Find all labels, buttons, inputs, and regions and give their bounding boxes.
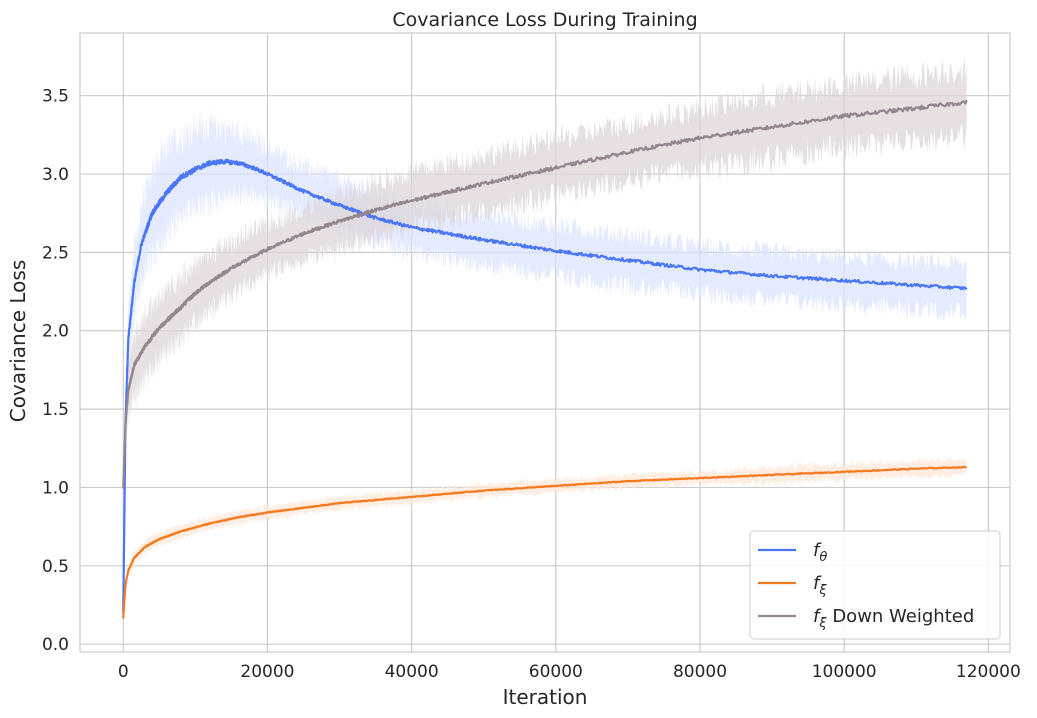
line-series-2 [122, 99, 968, 489]
legend-subscript-1: ξ [818, 583, 827, 598]
y-tick-label: 2.0 [42, 322, 69, 342]
x-tick-label: 0 [118, 662, 129, 682]
confidence-bands [123, 55, 967, 620]
legend-subscript-2: ξ [818, 616, 827, 631]
line-series-1 [122, 465, 967, 619]
x-tick-label: 60000 [529, 662, 583, 682]
x-tick-label: 20000 [240, 662, 294, 682]
y-axis-label: Covariance Loss [6, 260, 30, 423]
legend-subscript-0: θ [819, 550, 827, 565]
x-tick-label: 100000 [812, 662, 877, 682]
legend-base-2: f [813, 606, 822, 627]
y-tick-label: 1.5 [42, 400, 69, 420]
band-series-1 [123, 456, 967, 620]
legend-label-2: fξ Down Weighted [813, 606, 974, 631]
y-tick-label: 3.5 [42, 87, 69, 107]
y-tick-label: 2.5 [42, 243, 69, 263]
chart-title: Covariance Loss During Training [392, 9, 697, 31]
y-tick-label: 3.0 [42, 165, 69, 185]
y-tick-labels: 0.0 0.5 1.0 1.5 2.0 2.5 3.0 3.5 [42, 87, 69, 655]
legend-base-0: f [813, 540, 822, 561]
plot-frame [79, 32, 1011, 653]
x-tick-labels: 0 20000 40000 60000 80000 100000 120000 [118, 662, 1021, 682]
band-series-2 [123, 55, 967, 505]
x-tick-label: 80000 [673, 662, 727, 682]
series-lines [122, 99, 968, 619]
x-axis-label: Iteration [503, 685, 588, 709]
x-tick-label: 120000 [956, 662, 1021, 682]
legend-label-0: fθ [813, 540, 827, 565]
y-tick-label: 0.5 [42, 557, 69, 577]
legend-base-1: f [813, 573, 822, 594]
y-tick-label: 1.0 [42, 478, 69, 498]
line-series-0 [122, 158, 968, 614]
band-series-0 [123, 108, 967, 618]
y-tick-label: 0.0 [42, 635, 69, 655]
x-tick-label: 40000 [385, 662, 439, 682]
legend-box [749, 530, 1001, 640]
legend-label-1: fξ [813, 573, 827, 598]
legend-suffix-2: Down Weighted [827, 606, 975, 627]
